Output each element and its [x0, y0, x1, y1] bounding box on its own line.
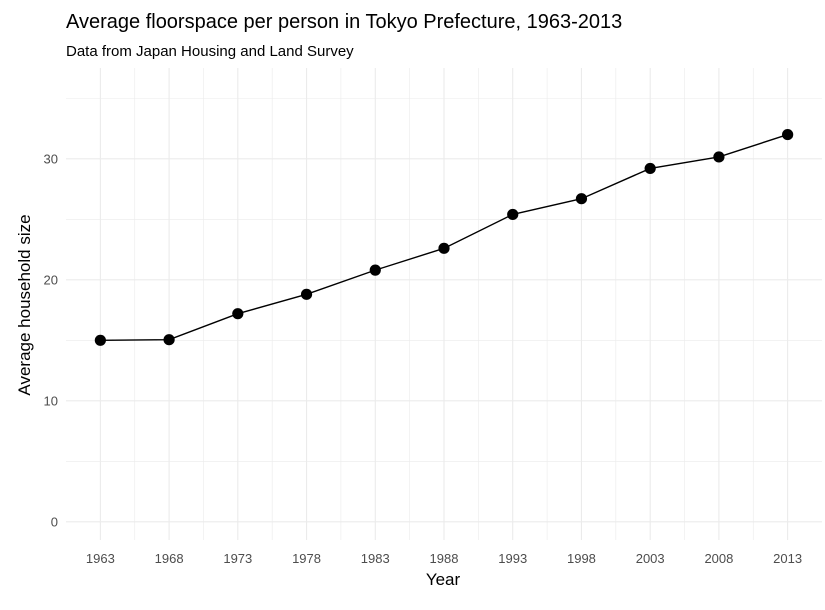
- data-point: [782, 128, 794, 141]
- y-axis-title: Average household size: [15, 214, 34, 395]
- x-tick-label: 1973: [223, 551, 252, 566]
- x-axis-title: Year: [426, 570, 461, 589]
- x-tick-label: 1998: [567, 551, 596, 566]
- x-tick-labels: 1963 1968 1973 1978 1983 1988 1993 1998 2003 2008…: [86, 551, 802, 566]
- y-tick-labels: 0 10 20 30: [44, 151, 58, 529]
- chart-title: Average floorspace per person in Tokyo P…: [66, 11, 623, 33]
- data-point: [713, 151, 725, 163]
- x-tick-label: 1988: [430, 551, 459, 566]
- data-point: [163, 334, 175, 346]
- x-tick-label: 1983: [361, 551, 390, 566]
- data-point: [300, 288, 313, 300]
- data-point: [94, 334, 106, 346]
- data-point: [369, 264, 381, 276]
- chart-subtitle: Data from Japan Housing and Land Survey: [66, 43, 354, 60]
- x-tick-label: 2008: [704, 551, 733, 566]
- data-point: [438, 242, 450, 254]
- data-point: [644, 162, 656, 175]
- major-gridlines: [66, 68, 822, 540]
- x-tick-label: 1978: [292, 551, 321, 566]
- x-tick-label: 2003: [636, 551, 665, 566]
- x-tick-label: 1993: [498, 551, 527, 566]
- series-layer: [94, 128, 794, 346]
- x-tick-label: 1968: [155, 551, 184, 566]
- y-tick-label: 30: [44, 151, 58, 166]
- x-tick-label: 2013: [773, 551, 802, 566]
- x-tick-label: 1963: [86, 551, 115, 566]
- data-point: [232, 308, 244, 320]
- y-tick-label: 0: [51, 514, 58, 529]
- data-point: [575, 193, 588, 205]
- y-tick-label: 20: [44, 272, 58, 287]
- y-tick-label: 10: [44, 393, 58, 408]
- data-point: [507, 208, 519, 221]
